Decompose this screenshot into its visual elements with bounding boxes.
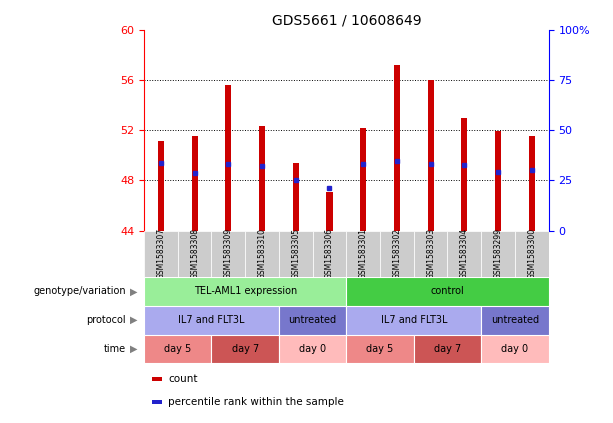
Bar	[178, 231, 211, 277]
Bar	[346, 335, 414, 363]
Text: GSM1583306: GSM1583306	[325, 228, 334, 279]
Bar	[245, 231, 279, 277]
Bar	[481, 231, 515, 277]
Bar	[144, 277, 346, 306]
Bar	[495, 131, 501, 231]
Bar	[152, 400, 162, 404]
Text: GSM1583303: GSM1583303	[426, 228, 435, 279]
Text: day 5: day 5	[367, 344, 394, 354]
Text: GSM1583299: GSM1583299	[493, 228, 503, 279]
Bar	[293, 163, 299, 231]
Bar	[259, 126, 265, 231]
Bar	[211, 335, 279, 363]
Text: TEL-AML1 expression: TEL-AML1 expression	[194, 286, 297, 297]
Text: untreated: untreated	[289, 315, 337, 325]
Bar	[360, 128, 366, 231]
Bar	[428, 80, 433, 231]
Text: day 7: day 7	[434, 344, 461, 354]
Text: count: count	[169, 374, 198, 384]
Text: GSM1583310: GSM1583310	[257, 228, 267, 279]
Bar	[192, 136, 197, 231]
Text: percentile rank within the sample: percentile rank within the sample	[169, 397, 345, 407]
Text: GSM1583309: GSM1583309	[224, 228, 233, 279]
Text: genotype/variation: genotype/variation	[33, 286, 126, 297]
Title: GDS5661 / 10608649: GDS5661 / 10608649	[272, 13, 421, 27]
Bar	[279, 231, 313, 277]
Text: ▶: ▶	[131, 315, 138, 325]
Bar	[346, 231, 380, 277]
Text: GSM1583305: GSM1583305	[291, 228, 300, 279]
Text: GSM1583304: GSM1583304	[460, 228, 469, 279]
Text: GSM1583308: GSM1583308	[190, 228, 199, 279]
Bar	[515, 231, 549, 277]
Text: GSM1583301: GSM1583301	[359, 228, 368, 279]
Text: day 0: day 0	[299, 344, 326, 354]
Bar	[481, 335, 549, 363]
Bar	[327, 192, 332, 231]
Bar	[144, 335, 211, 363]
Text: day 7: day 7	[232, 344, 259, 354]
Bar	[152, 377, 162, 381]
Text: time: time	[104, 344, 126, 354]
Text: protocol: protocol	[86, 315, 126, 325]
Bar	[279, 306, 346, 335]
Text: IL7 and FLT3L: IL7 and FLT3L	[178, 315, 245, 325]
Text: ▶: ▶	[131, 344, 138, 354]
Bar	[211, 231, 245, 277]
Text: IL7 and FLT3L: IL7 and FLT3L	[381, 315, 447, 325]
Bar	[447, 231, 481, 277]
Bar	[462, 118, 467, 231]
Bar	[226, 85, 231, 231]
Bar	[394, 65, 400, 231]
Text: day 5: day 5	[164, 344, 191, 354]
Bar	[158, 141, 164, 231]
Text: ▶: ▶	[131, 286, 138, 297]
Bar	[346, 277, 549, 306]
Text: control: control	[430, 286, 465, 297]
Text: day 0: day 0	[501, 344, 528, 354]
Bar	[414, 335, 481, 363]
Bar	[313, 231, 346, 277]
Bar	[529, 136, 535, 231]
Text: GSM1583300: GSM1583300	[527, 228, 536, 279]
Bar	[144, 231, 178, 277]
Bar	[346, 306, 481, 335]
Bar	[279, 335, 346, 363]
Bar	[414, 231, 447, 277]
Bar	[380, 231, 414, 277]
Text: GSM1583302: GSM1583302	[392, 228, 402, 279]
Bar	[481, 306, 549, 335]
Text: GSM1583307: GSM1583307	[156, 228, 166, 279]
Text: untreated: untreated	[491, 315, 539, 325]
Bar	[144, 306, 279, 335]
